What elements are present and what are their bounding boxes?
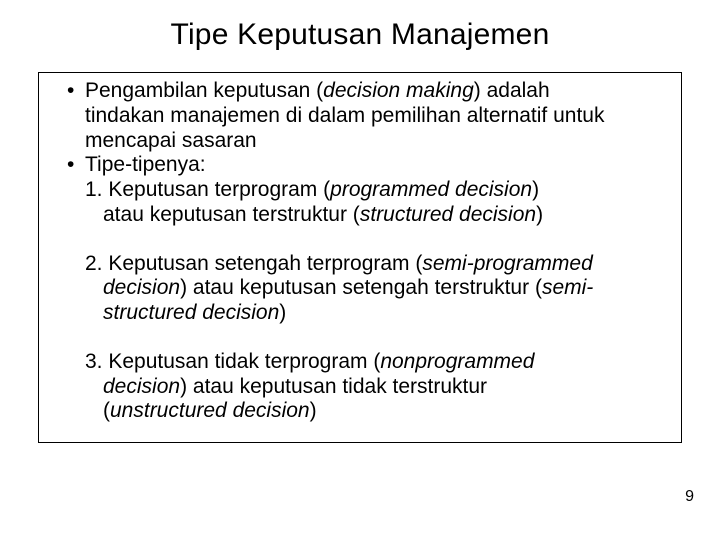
text: ) atau keputusan setengah terstruktur ( (180, 276, 542, 299)
italic-text: semi- (542, 276, 593, 299)
italic-text: decision (103, 276, 180, 299)
italic-text: unstructured decision (110, 399, 310, 422)
text: ) (310, 399, 317, 422)
italic-text: decision making (323, 79, 474, 102)
text: Tipe-tipenya: (85, 153, 671, 178)
numbered-item-2: 2. Keputusan setengah terprogram (semi-p… (49, 252, 671, 326)
text: ) atau keputusan tidak terstruktur (180, 375, 487, 398)
text: ) (532, 178, 539, 201)
text: ) (279, 301, 286, 324)
text: mencapai sasaran (67, 129, 671, 154)
text: ) (536, 203, 543, 226)
text: tindakan manajemen di dalam pemilihan al… (67, 104, 671, 129)
text: 3. Keputusan tidak terprogram ( (85, 350, 380, 373)
content-box: • Pengambilan keputusan (decision making… (38, 72, 682, 443)
numbered-item-1: 1. Keputusan terprogram (programmed deci… (49, 178, 671, 228)
italic-text: semi-programmed (422, 252, 592, 275)
bullet-2: • Tipe-tipenya: (49, 153, 671, 178)
bullet-mark-icon: • (67, 79, 85, 104)
italic-text: decision (103, 375, 180, 398)
italic-text: nonprogrammed (380, 350, 534, 373)
slide-title: Tipe Keputusan Manajemen (38, 18, 682, 52)
text: 1. Keputusan terprogram ( (85, 178, 330, 201)
spacer (49, 228, 671, 252)
slide: Tipe Keputusan Manajemen • Pengambilan k… (0, 0, 720, 540)
text: 2. Keputusan setengah terprogram ( (85, 252, 422, 275)
spacer (49, 326, 671, 350)
italic-text: structured decision (360, 203, 536, 226)
numbered-item-3: 3. Keputusan tidak terprogram (nonprogra… (49, 350, 671, 424)
text: atau keputusan terstruktur ( (103, 203, 360, 226)
page-number: 9 (685, 488, 694, 506)
bullet-1: • Pengambilan keputusan (decision making… (49, 79, 671, 153)
bullet-mark-icon: • (67, 153, 85, 178)
italic-text: programmed decision (330, 178, 532, 201)
italic-text: structured decision (103, 301, 279, 324)
text: ( (103, 399, 110, 422)
text: ) adalah (474, 79, 550, 102)
text: Pengambilan keputusan ( (85, 79, 323, 102)
